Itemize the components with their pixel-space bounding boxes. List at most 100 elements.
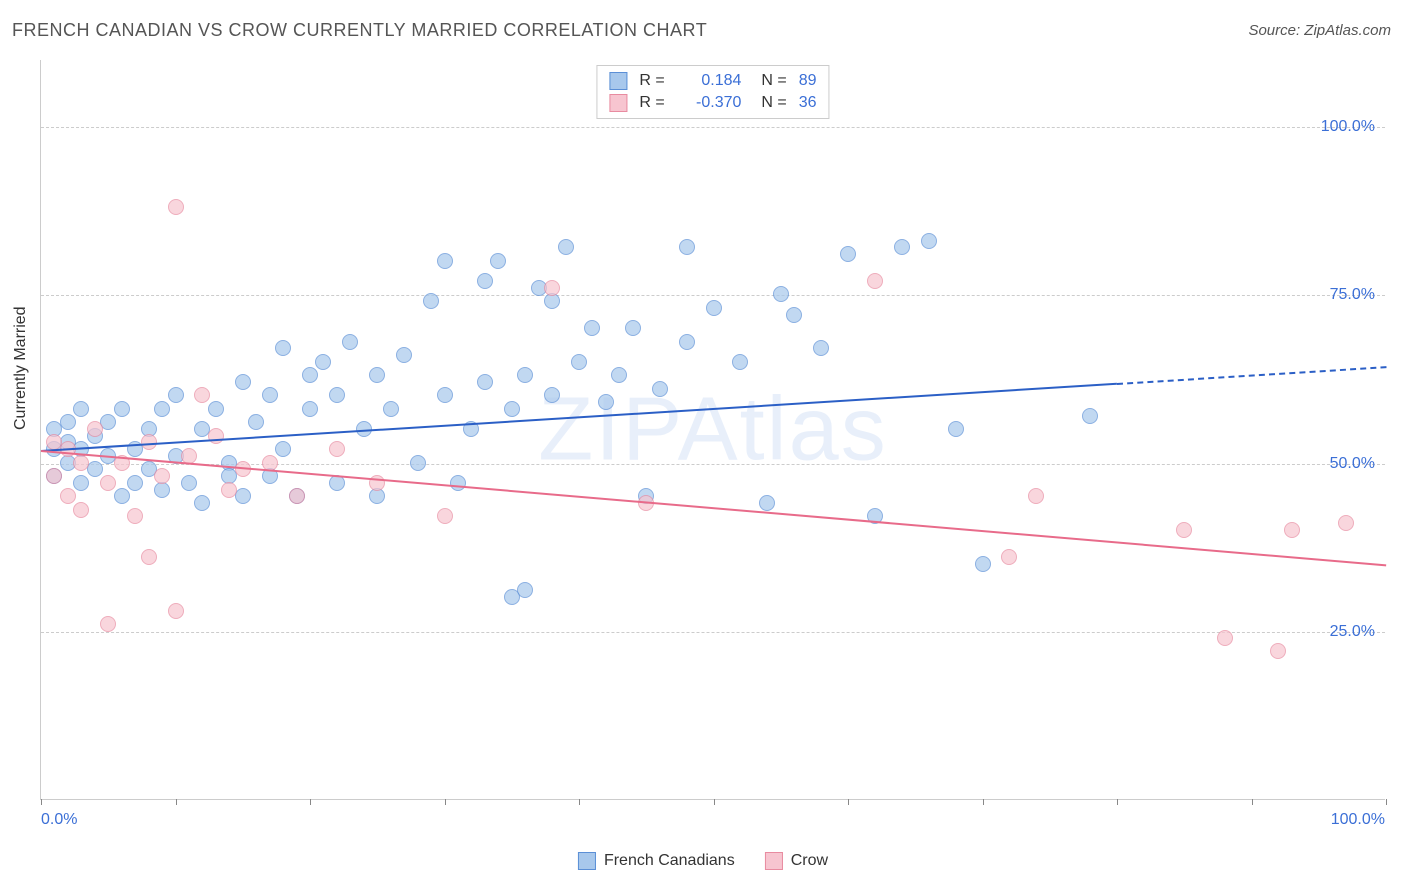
scatter-point: [329, 441, 345, 457]
scatter-point: [477, 374, 493, 390]
x-label-right: 100.0%: [1331, 811, 1385, 829]
scatter-point: [127, 508, 143, 524]
scatter-point: [60, 414, 76, 430]
scatter-point: [194, 387, 210, 403]
scatter-point: [625, 320, 641, 336]
x-tick: [445, 799, 446, 805]
stat-n-value: 89: [799, 72, 817, 90]
trend-line-dashed: [1117, 366, 1386, 385]
scatter-point: [262, 387, 278, 403]
y-tick-label: 25.0%: [1330, 623, 1375, 641]
x-tick: [714, 799, 715, 805]
plot-area: 25.0%50.0%75.0%100.0%0.0%100.0%ZIPAtlasR…: [40, 60, 1385, 800]
scatter-point: [517, 582, 533, 598]
grid-line: [41, 632, 1385, 633]
chart-title: FRENCH CANADIAN VS CROW CURRENTLY MARRIE…: [12, 20, 707, 41]
y-tick-label: 50.0%: [1330, 455, 1375, 473]
scatter-point: [154, 401, 170, 417]
scatter-point: [73, 401, 89, 417]
scatter-point: [383, 401, 399, 417]
scatter-point: [867, 273, 883, 289]
scatter-point: [369, 367, 385, 383]
y-tick-label: 75.0%: [1330, 286, 1375, 304]
x-label-left: 0.0%: [41, 811, 77, 829]
source-label: Source: ZipAtlas.com: [1248, 22, 1391, 39]
legend-swatch: [765, 852, 783, 870]
scatter-point: [127, 475, 143, 491]
scatter-point: [732, 354, 748, 370]
scatter-point: [450, 475, 466, 491]
scatter-point: [544, 387, 560, 403]
scatter-point: [302, 401, 318, 417]
x-tick: [579, 799, 580, 805]
scatter-point: [275, 340, 291, 356]
x-tick: [848, 799, 849, 805]
bottom-legend: French Canadians Crow: [578, 852, 828, 870]
stat-n-value: 36: [799, 94, 817, 112]
scatter-point: [208, 401, 224, 417]
y-tick-label: 100.0%: [1321, 118, 1375, 136]
scatter-point: [490, 253, 506, 269]
scatter-point: [504, 401, 520, 417]
scatter-point: [477, 273, 493, 289]
scatter-point: [1028, 488, 1044, 504]
scatter-point: [679, 239, 695, 255]
scatter-point: [1284, 522, 1300, 538]
scatter-point: [302, 367, 318, 383]
scatter-point: [248, 414, 264, 430]
trend-line: [41, 450, 1386, 566]
stat-legend: R =0.184N =89R =-0.370N =36: [596, 65, 829, 119]
scatter-point: [948, 421, 964, 437]
scatter-point: [437, 387, 453, 403]
scatter-point: [437, 253, 453, 269]
scatter-point: [73, 455, 89, 471]
scatter-point: [315, 354, 331, 370]
scatter-point: [894, 239, 910, 255]
x-tick: [41, 799, 42, 805]
scatter-point: [921, 233, 937, 249]
watermark: ZIPAtlas: [538, 378, 887, 481]
scatter-point: [1217, 630, 1233, 646]
scatter-point: [154, 468, 170, 484]
scatter-point: [786, 307, 802, 323]
scatter-point: [275, 441, 291, 457]
scatter-point: [517, 367, 533, 383]
scatter-point: [342, 334, 358, 350]
scatter-point: [437, 508, 453, 524]
scatter-point: [773, 286, 789, 302]
grid-line: [41, 127, 1385, 128]
legend-label: Crow: [791, 852, 828, 870]
x-tick: [1117, 799, 1118, 805]
scatter-point: [652, 381, 668, 397]
legend-swatch: [609, 94, 627, 112]
scatter-point: [100, 475, 116, 491]
scatter-point: [329, 387, 345, 403]
stat-r-label: R =: [639, 94, 669, 112]
scatter-point: [598, 394, 614, 410]
scatter-point: [114, 488, 130, 504]
scatter-point: [87, 421, 103, 437]
legend-swatch: [609, 72, 627, 90]
scatter-point: [1082, 408, 1098, 424]
scatter-point: [1270, 643, 1286, 659]
stat-r-value: 0.184: [681, 72, 741, 90]
scatter-point: [289, 488, 305, 504]
scatter-point: [221, 482, 237, 498]
stat-n-label: N =: [761, 94, 786, 112]
legend-item: Crow: [765, 852, 828, 870]
y-axis-label: Currently Married: [12, 306, 30, 430]
legend-label: French Canadians: [604, 852, 735, 870]
stat-legend-row: R =0.184N =89: [609, 70, 816, 92]
scatter-point: [1001, 549, 1017, 565]
x-tick: [176, 799, 177, 805]
legend-item: French Canadians: [578, 852, 735, 870]
scatter-point: [194, 495, 210, 511]
scatter-point: [46, 468, 62, 484]
legend-swatch: [578, 852, 596, 870]
scatter-point: [706, 300, 722, 316]
scatter-point: [558, 239, 574, 255]
stat-legend-row: R =-0.370N =36: [609, 92, 816, 114]
stat-r-label: R =: [639, 72, 669, 90]
scatter-point: [181, 475, 197, 491]
scatter-point: [975, 556, 991, 572]
